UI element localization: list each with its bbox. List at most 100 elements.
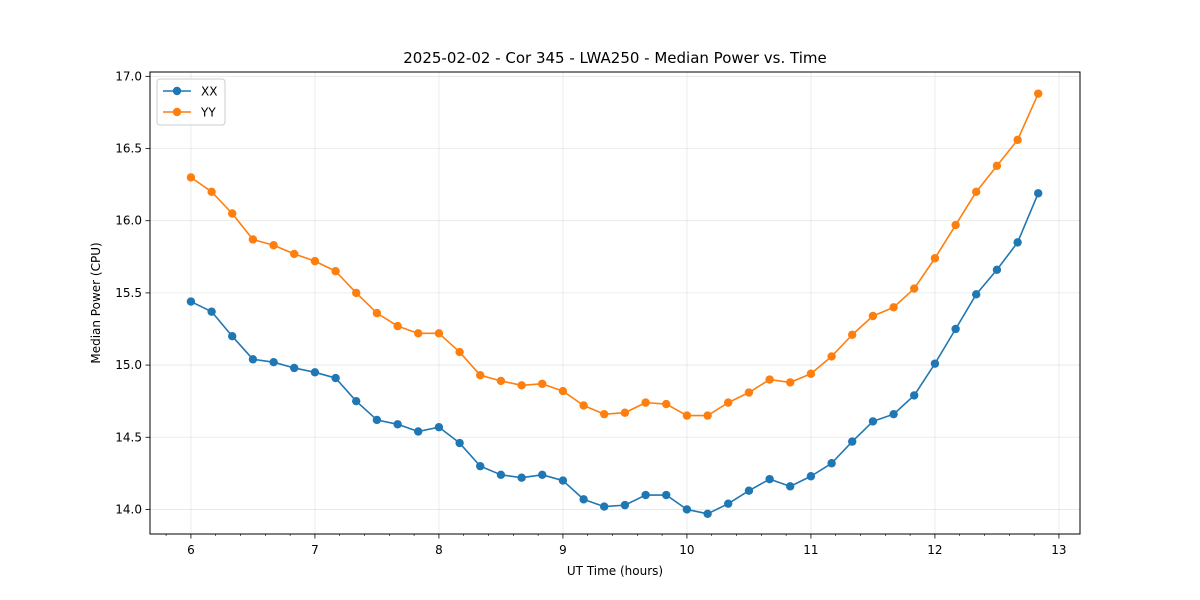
data-point-yy bbox=[558, 386, 568, 396]
x-tick-label: 9 bbox=[559, 543, 567, 557]
data-point-yy bbox=[331, 267, 340, 276]
data-point-yy bbox=[786, 378, 795, 387]
x-tick-label: 11 bbox=[803, 543, 818, 557]
data-point-xx bbox=[269, 357, 278, 367]
data-point-xx bbox=[765, 474, 774, 484]
data-point-xx bbox=[496, 470, 506, 480]
data-point-xx bbox=[972, 290, 981, 299]
data-point-xx bbox=[806, 472, 816, 481]
gridlines bbox=[150, 72, 1080, 534]
data-point-yy bbox=[476, 370, 485, 380]
data-point-yy bbox=[517, 381, 526, 390]
y-tick-label: 15.0 bbox=[115, 358, 142, 372]
data-point-xx bbox=[682, 505, 692, 514]
series-group bbox=[186, 89, 1043, 518]
y-tick-label: 17.0 bbox=[115, 69, 142, 83]
data-point-yy bbox=[455, 347, 464, 357]
data-point-xx bbox=[310, 368, 320, 377]
x-tick-label: 12 bbox=[927, 543, 942, 557]
plot-frame bbox=[149, 71, 1081, 535]
x-tick-label: 13 bbox=[1051, 543, 1066, 557]
data-point-xx bbox=[434, 422, 444, 432]
data-point-xx bbox=[393, 420, 402, 429]
data-point-yy bbox=[930, 254, 940, 263]
data-point-yy bbox=[910, 284, 919, 293]
series-yy bbox=[186, 89, 1043, 420]
data-point-xx bbox=[930, 359, 940, 368]
data-point-yy bbox=[972, 187, 981, 197]
legend: XX YY bbox=[156, 78, 226, 126]
data-point-yy bbox=[496, 376, 506, 386]
data-point-yy bbox=[641, 398, 650, 407]
data-point-yy bbox=[992, 161, 1002, 171]
y-tick-label: 14.5 bbox=[115, 430, 142, 444]
y-tick-label: 14.0 bbox=[115, 502, 142, 516]
data-point-xx bbox=[186, 297, 196, 306]
data-point-xx bbox=[558, 476, 568, 485]
data-point-xx bbox=[744, 486, 754, 495]
data-point-xx bbox=[455, 438, 464, 448]
chart-title: 2025-02-02 - Cor 345 - LWA250 - Median P… bbox=[403, 49, 827, 67]
data-point-xx bbox=[662, 490, 671, 500]
data-point-yy bbox=[290, 249, 299, 259]
data-point-xx bbox=[827, 459, 836, 468]
data-point-yy bbox=[848, 330, 857, 339]
data-point-yy bbox=[1013, 135, 1022, 145]
data-point-yy bbox=[1034, 89, 1043, 98]
data-point-yy bbox=[269, 241, 278, 250]
data-point-yy bbox=[372, 308, 382, 318]
legend-item-yy: YY bbox=[163, 106, 216, 120]
data-point-yy bbox=[228, 209, 237, 218]
data-point-xx bbox=[1034, 189, 1043, 198]
data-point-yy bbox=[207, 187, 216, 197]
x-tick-label: 7 bbox=[311, 543, 319, 557]
data-point-yy bbox=[703, 411, 712, 420]
data-point-yy bbox=[662, 399, 671, 409]
series-xx bbox=[186, 189, 1043, 518]
data-point-xx bbox=[352, 396, 361, 406]
data-point-yy bbox=[414, 329, 423, 338]
y-axis-ticks: 14.0 14.5 15.0 15.5 16.0 16.5 17.0 bbox=[115, 69, 150, 516]
y-tick-label: 16.0 bbox=[115, 214, 142, 228]
data-point-yy bbox=[889, 303, 898, 312]
data-point-xx bbox=[848, 437, 857, 446]
data-point-xx bbox=[517, 473, 526, 482]
data-point-yy bbox=[827, 352, 836, 361]
data-point-xx bbox=[228, 332, 237, 341]
data-point-xx bbox=[579, 495, 588, 504]
data-point-yy bbox=[186, 173, 196, 182]
x-axis-label: UT Time (hours) bbox=[567, 564, 663, 578]
data-point-yy bbox=[724, 398, 733, 407]
data-point-xx bbox=[703, 509, 712, 518]
data-point-xx bbox=[414, 427, 423, 436]
data-point-xx bbox=[600, 502, 609, 511]
data-point-xx bbox=[868, 417, 878, 426]
y-tick-label: 15.5 bbox=[115, 286, 142, 300]
legend-label-xx: XX bbox=[201, 85, 217, 99]
data-point-yy bbox=[951, 220, 960, 230]
data-point-xx bbox=[620, 500, 630, 510]
data-point-yy bbox=[434, 329, 444, 338]
data-point-yy bbox=[579, 401, 588, 410]
data-point-yy bbox=[868, 311, 878, 321]
data-point-xx bbox=[992, 265, 1002, 274]
legend-marker-yy bbox=[172, 107, 182, 117]
data-point-xx bbox=[476, 461, 485, 471]
data-point-yy bbox=[620, 408, 630, 417]
data-point-xx bbox=[786, 482, 795, 491]
data-point-yy bbox=[248, 235, 258, 244]
y-axis-label: Median Power (CPU) bbox=[89, 242, 103, 363]
data-point-yy bbox=[806, 369, 816, 378]
data-point-yy bbox=[765, 375, 774, 384]
x-axis-ticks: 6 7 8 9 10 11 12 13 bbox=[165, 534, 1067, 557]
x-tick-label: 6 bbox=[187, 543, 195, 557]
data-point-xx bbox=[372, 415, 382, 425]
x-tick-label: 8 bbox=[435, 543, 443, 557]
x-tick-label: 10 bbox=[679, 543, 694, 557]
data-point-xx bbox=[724, 499, 733, 508]
data-point-yy bbox=[538, 379, 547, 389]
data-point-xx bbox=[207, 307, 216, 316]
data-point-xx bbox=[331, 373, 340, 383]
y-tick-label: 16.5 bbox=[115, 142, 142, 156]
data-point-yy bbox=[744, 388, 754, 397]
